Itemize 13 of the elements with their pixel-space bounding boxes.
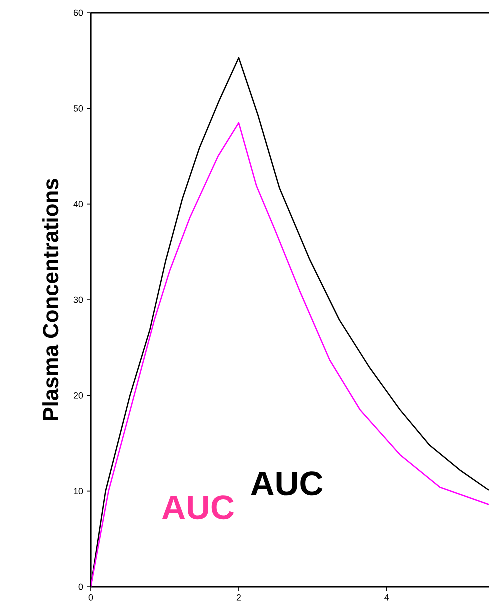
y-tick-label: 0 bbox=[78, 584, 84, 590]
x-tick-label: 4 bbox=[384, 594, 390, 601]
y-tick-label: 40 bbox=[74, 201, 84, 208]
y-tick-label: 30 bbox=[74, 296, 84, 304]
x-tick-label: 2 bbox=[236, 594, 241, 601]
y-axis-title: Plasma Concentrations bbox=[42, 179, 59, 420]
y-tick-label: 50 bbox=[74, 105, 84, 112]
y-tick-label: 60 bbox=[74, 10, 84, 16]
annotation: AUC bbox=[251, 472, 323, 496]
annotation: AUC bbox=[162, 496, 234, 520]
y-tick-label: 20 bbox=[74, 392, 84, 399]
y-tick-label: 10 bbox=[74, 488, 84, 495]
x-tick-label: 0 bbox=[88, 594, 94, 601]
